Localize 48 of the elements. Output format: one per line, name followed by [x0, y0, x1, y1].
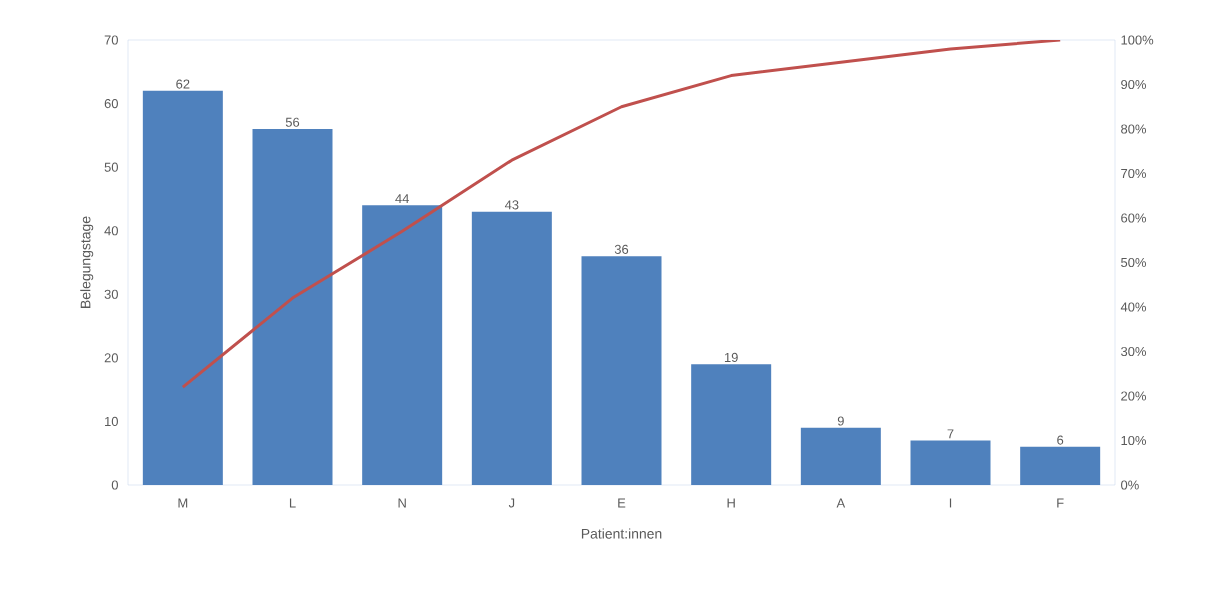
bar [800, 427, 881, 485]
y2-tick-label: 70% [1121, 168, 1146, 179]
x-tick-label: N [398, 498, 406, 508]
y2-tick-label: 30% [1121, 346, 1146, 357]
y2-tick-label: 90% [1121, 79, 1146, 90]
data-label: 44 [395, 194, 409, 204]
y-tick-label: 70 [104, 35, 118, 45]
y2-tick-label: 100% [1121, 35, 1154, 45]
y-tick-label: 40 [104, 226, 118, 236]
y2-tick-label: 60% [1121, 213, 1146, 223]
data-label: 7 [947, 429, 954, 439]
x-tick-label: A [836, 498, 846, 508]
x-axis-title: Patient:innen [581, 528, 662, 539]
bar [581, 256, 662, 485]
data-label: 9 [837, 416, 844, 426]
y-tick-label: 50 [104, 162, 118, 172]
x-tick-label: J [508, 498, 515, 508]
data-label: 19 [724, 352, 738, 363]
x-tick-label: H [727, 498, 735, 508]
y-tick-label: 30 [104, 289, 118, 299]
y-axis-title: Belegungstage [80, 216, 94, 308]
y2-tick-label: 0% [1121, 480, 1139, 490]
y-tick-label: 0 [111, 480, 118, 490]
bar [362, 205, 443, 485]
x-tick-label: I [949, 498, 952, 508]
bar [1020, 446, 1101, 485]
data-label: 36 [614, 244, 629, 254]
y2-tick-label: 20% [1121, 391, 1146, 401]
bar [691, 364, 772, 485]
y2-tick-label: 50% [1121, 257, 1146, 268]
y2-tick-label: 40% [1120, 302, 1146, 312]
y2-tick-label: 10% [1121, 435, 1146, 446]
y-tick-label: 10 [105, 416, 118, 427]
bar [252, 129, 333, 485]
data-label: 43 [504, 200, 519, 210]
x-tick-label: E [618, 498, 626, 508]
x-tick-label: L [289, 498, 296, 508]
data-label: 6 [1057, 435, 1064, 445]
bar [910, 440, 991, 485]
y-tick-label: 20 [104, 353, 118, 363]
data-label: 62 [176, 79, 190, 89]
data-label: 56 [285, 117, 300, 127]
y2-tick-label: 80% [1121, 124, 1146, 134]
bar [471, 211, 552, 485]
bar [142, 90, 223, 485]
x-tick-label: F [1057, 498, 1064, 508]
x-tick-label: M [178, 498, 188, 508]
y-tick-label: 60 [104, 98, 118, 109]
